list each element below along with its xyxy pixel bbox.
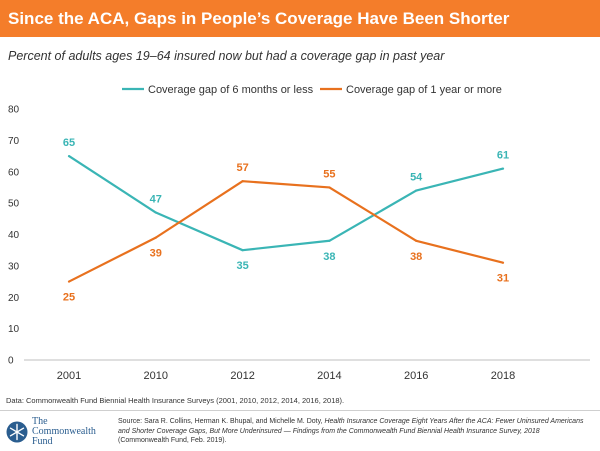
chart-subtitle: Percent of adults ages 19–64 insured now… (8, 49, 445, 63)
y-tick-label: 60 (8, 167, 20, 178)
data-point (241, 180, 244, 183)
data-point (328, 186, 331, 189)
y-tick-label: 70 (8, 136, 20, 147)
data-label: 55 (323, 168, 335, 180)
x-tick-label: 2016 (404, 370, 428, 382)
data-label: 38 (410, 251, 422, 263)
x-tick-label: 2012 (230, 370, 254, 382)
y-tick-label: 50 (8, 199, 20, 210)
y-tick-label: 80 (8, 105, 20, 116)
data-point (154, 211, 157, 214)
data-label: 38 (323, 251, 335, 263)
y-tick-label: 40 (8, 230, 20, 241)
data-label: 57 (236, 162, 248, 174)
commonwealth-fund-logo: The Commonwealth Fund (6, 417, 96, 447)
data-label: 54 (410, 172, 423, 184)
line-chart: 0 10 20 30 40 50 60 70 80 2001 2010 2012 2014 2016 201… (8, 84, 590, 382)
title-bar: Since the ACA, Gaps in People’s Coverage… (0, 0, 600, 37)
data-label: 35 (236, 260, 248, 272)
y-tick-label: 0 (8, 356, 14, 367)
x-tick-label: 2010 (144, 370, 168, 382)
data-point (501, 261, 505, 264)
data-label: 65 (63, 137, 75, 149)
data-point (415, 189, 418, 192)
data-point (415, 239, 418, 242)
source-prefix: Source: Sara R. Collins, Herman K. Bhupa… (118, 418, 325, 425)
y-tick-label: 30 (8, 261, 20, 272)
series-line (68, 180, 504, 283)
x-tick-label: 2014 (317, 370, 341, 382)
data-point (241, 249, 244, 252)
data-note: Data: Commonwealth Fund Biennial Health … (6, 396, 345, 405)
data-point (501, 167, 505, 170)
logo-line-3: Fund (32, 436, 53, 447)
legend-label: Coverage gap of 6 months or less (148, 84, 314, 96)
data-point (67, 154, 71, 158)
chart-title: Since the ACA, Gaps in People’s Coverage… (8, 8, 510, 28)
data-label: 61 (497, 150, 509, 162)
series-line (68, 155, 504, 252)
data-label: 47 (150, 194, 162, 206)
footer: The Commonwealth Fund Source: Sara R. Co… (0, 410, 600, 451)
data-point (154, 236, 157, 239)
source-citation: Source: Sara R. Collins, Herman K. Bhupa… (118, 417, 588, 446)
data-point (328, 239, 331, 242)
legend-label: Coverage gap of 1 year or more (346, 84, 502, 96)
data-label: 39 (150, 248, 162, 260)
logo-line-2: Commonwealth (32, 426, 96, 437)
data-point (67, 280, 71, 283)
logo-line-1: The (32, 416, 48, 427)
y-tick-label: 20 (8, 293, 20, 304)
x-tick-label: 2018 (491, 370, 515, 382)
data-label: 31 (497, 273, 509, 285)
x-tick-label: 2001 (57, 370, 81, 382)
snowflake-icon (6, 421, 28, 443)
data-label: 25 (63, 292, 75, 304)
source-suffix: (Commonwealth Fund, Feb. 2019). (118, 437, 227, 444)
y-tick-label: 10 (8, 324, 20, 335)
source-report-title: Health Insurance Coverage Eight Years Af… (118, 418, 584, 435)
